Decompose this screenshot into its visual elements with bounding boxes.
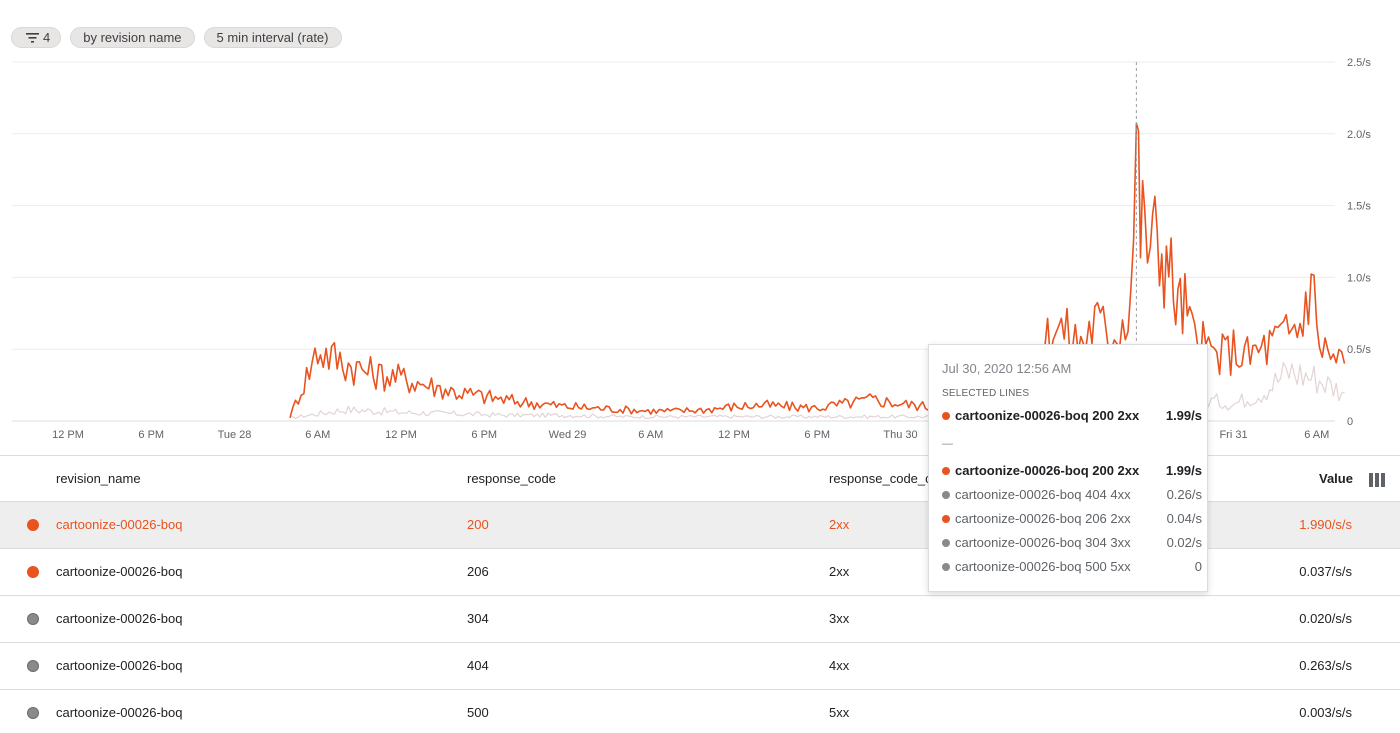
table-row[interactable]: cartoonize-00026-boq 500 5xx 0.003/s/s	[0, 690, 1400, 733]
group-by-chip[interactable]: by revision name	[70, 27, 195, 48]
series-dot-icon	[942, 563, 950, 571]
x-tick-label: 6 AM	[305, 429, 330, 441]
series-line	[289, 122, 1346, 419]
filter-icon	[26, 32, 39, 43]
x-tick-label: Thu 30	[883, 429, 917, 441]
cell-response-code: 206	[467, 564, 489, 579]
tooltip-line-value: 0.04/s	[1166, 511, 1202, 526]
x-tick-label: 12 PM	[718, 429, 750, 441]
series-color-dot-icon	[27, 707, 39, 719]
table-header: revision_name response_code response_cod…	[0, 456, 1400, 502]
tooltip-line-value: 0	[1194, 559, 1202, 574]
cell-value: 0.020/s/s	[1299, 611, 1352, 626]
cell-response-code: 304	[467, 611, 489, 626]
tooltip-selected-name: cartoonize-00026-boq 200 2xx	[955, 408, 1140, 423]
table-row[interactable]: cartoonize-00026-boq 206 2xx 0.037/s/s	[0, 549, 1400, 596]
tooltip-line: cartoonize-00026-boq 404 4xx 0.26/s	[942, 487, 1202, 503]
y-tick-label: 1.0/s	[1347, 272, 1371, 284]
series-dot-icon	[942, 467, 950, 475]
series-dot-icon	[942, 412, 950, 420]
series-color-dot-icon	[27, 519, 39, 531]
header-value[interactable]: Value	[1319, 471, 1353, 486]
cell-response-code-class: 5xx	[829, 705, 850, 720]
tooltip-date: Jul 30, 2020 12:56 AM	[942, 361, 1072, 376]
cell-revision-name: cartoonize-00026-boq	[56, 705, 183, 720]
y-tick-label: 2.5/s	[1347, 57, 1371, 69]
tooltip-line-name: cartoonize-00026-boq 200 2xx	[955, 463, 1140, 478]
tooltip-line-name: cartoonize-00026-boq 206 2xx	[955, 511, 1131, 526]
tooltip-line: cartoonize-00026-boq 304 3xx 0.02/s	[942, 535, 1202, 551]
cell-revision-name: cartoonize-00026-boq	[56, 658, 183, 673]
cell-revision-name: cartoonize-00026-boq	[56, 564, 183, 579]
header-response-code[interactable]: response_code	[467, 471, 556, 486]
cell-value: 0.263/s/s	[1299, 658, 1352, 673]
tooltip-line-value: 0.02/s	[1166, 535, 1202, 550]
filter-chip[interactable]: 4	[11, 27, 62, 48]
header-response-code-class[interactable]: response_code_class	[829, 471, 955, 486]
x-tick-label: 12 PM	[385, 429, 417, 441]
cell-value: 1.990/s/s	[1299, 517, 1352, 532]
series-color-dot-icon	[27, 660, 39, 672]
tooltip-line-name: cartoonize-00026-boq 404 4xx	[955, 487, 1131, 502]
y-tick-label: 1.5/s	[1347, 201, 1371, 213]
cell-response-code-class: 2xx	[829, 564, 850, 579]
cell-value: 0.037/s/s	[1299, 564, 1352, 579]
cell-revision-name: cartoonize-00026-boq	[56, 611, 183, 626]
cell-response-code-class: 4xx	[829, 658, 850, 673]
tooltip-line: cartoonize-00026-boq 206 2xx 0.04/s	[942, 511, 1202, 527]
x-tick-label: Wed 29	[549, 429, 587, 441]
cell-response-code-class: 3xx	[829, 611, 850, 626]
tooltip-line: cartoonize-00026-boq 200 2xx 1.99/s	[942, 463, 1202, 479]
hover-tooltip: Jul 30, 2020 12:56 AM SELECTED LINES car…	[928, 344, 1208, 592]
x-tick-label: Tue 28	[218, 429, 252, 441]
table-row[interactable]: cartoonize-00026-boq 304 3xx 0.020/s/s	[0, 596, 1400, 643]
tooltip-line-value: 1.99/s	[1165, 463, 1202, 478]
cell-response-code: 500	[467, 705, 489, 720]
chart-controls: 4 by revision name 5 min interval (rate)	[11, 27, 342, 48]
table-row[interactable]: cartoonize-00026-boq 404 4xx 0.263/s/s	[0, 643, 1400, 690]
tooltip-line-name: cartoonize-00026-boq 500 5xx	[955, 559, 1131, 574]
cell-revision-name: cartoonize-00026-boq	[56, 517, 183, 532]
y-tick-label: 0	[1347, 416, 1353, 428]
series-color-dot-icon	[27, 566, 39, 578]
tooltip-selected-line: cartoonize-00026-boq 200 2xx 1.99/s	[942, 408, 1202, 424]
series-dot-icon	[942, 515, 950, 523]
x-tick-label: 6 AM	[1304, 429, 1329, 441]
x-tick-label: 6 PM	[138, 429, 164, 441]
y-tick-label: 0.5/s	[1347, 344, 1371, 356]
aligner-chip[interactable]: 5 min interval (rate)	[203, 27, 342, 48]
x-tick-label: Fri 31	[1219, 429, 1247, 441]
tooltip-line: cartoonize-00026-boq 500 5xx 0	[942, 559, 1202, 575]
x-tick-label: 6 PM	[804, 429, 830, 441]
cell-value: 0.003/s/s	[1299, 705, 1352, 720]
series-color-dot-icon	[27, 613, 39, 625]
y-tick-label: 2.0/s	[1347, 129, 1371, 141]
tooltip-selected-value: 1.99/s	[1165, 408, 1202, 423]
filter-count: 4	[43, 30, 51, 45]
tooltip-separator: —	[942, 438, 953, 450]
x-tick-label: 12 PM	[52, 429, 84, 441]
tooltip-section-label: SELECTED LINES	[942, 388, 1030, 399]
series-dot-icon	[942, 539, 950, 547]
header-revision-name[interactable]: revision_name	[56, 471, 141, 486]
cell-response-code: 404	[467, 658, 489, 673]
series-dot-icon	[942, 491, 950, 499]
x-tick-label: 6 AM	[638, 429, 663, 441]
x-tick-label: 6 PM	[471, 429, 497, 441]
tooltip-line-value: 0.26/s	[1166, 487, 1202, 502]
y-axis-ticks: 0 0.5/s 1.0/s 1.5/s 2.0/s 2.5/s	[1347, 57, 1371, 428]
column-picker-icon[interactable]	[1369, 473, 1387, 487]
cell-response-code: 200	[467, 517, 489, 532]
cell-response-code-class: 2xx	[829, 517, 850, 532]
tooltip-line-name: cartoonize-00026-boq 304 3xx	[955, 535, 1131, 550]
